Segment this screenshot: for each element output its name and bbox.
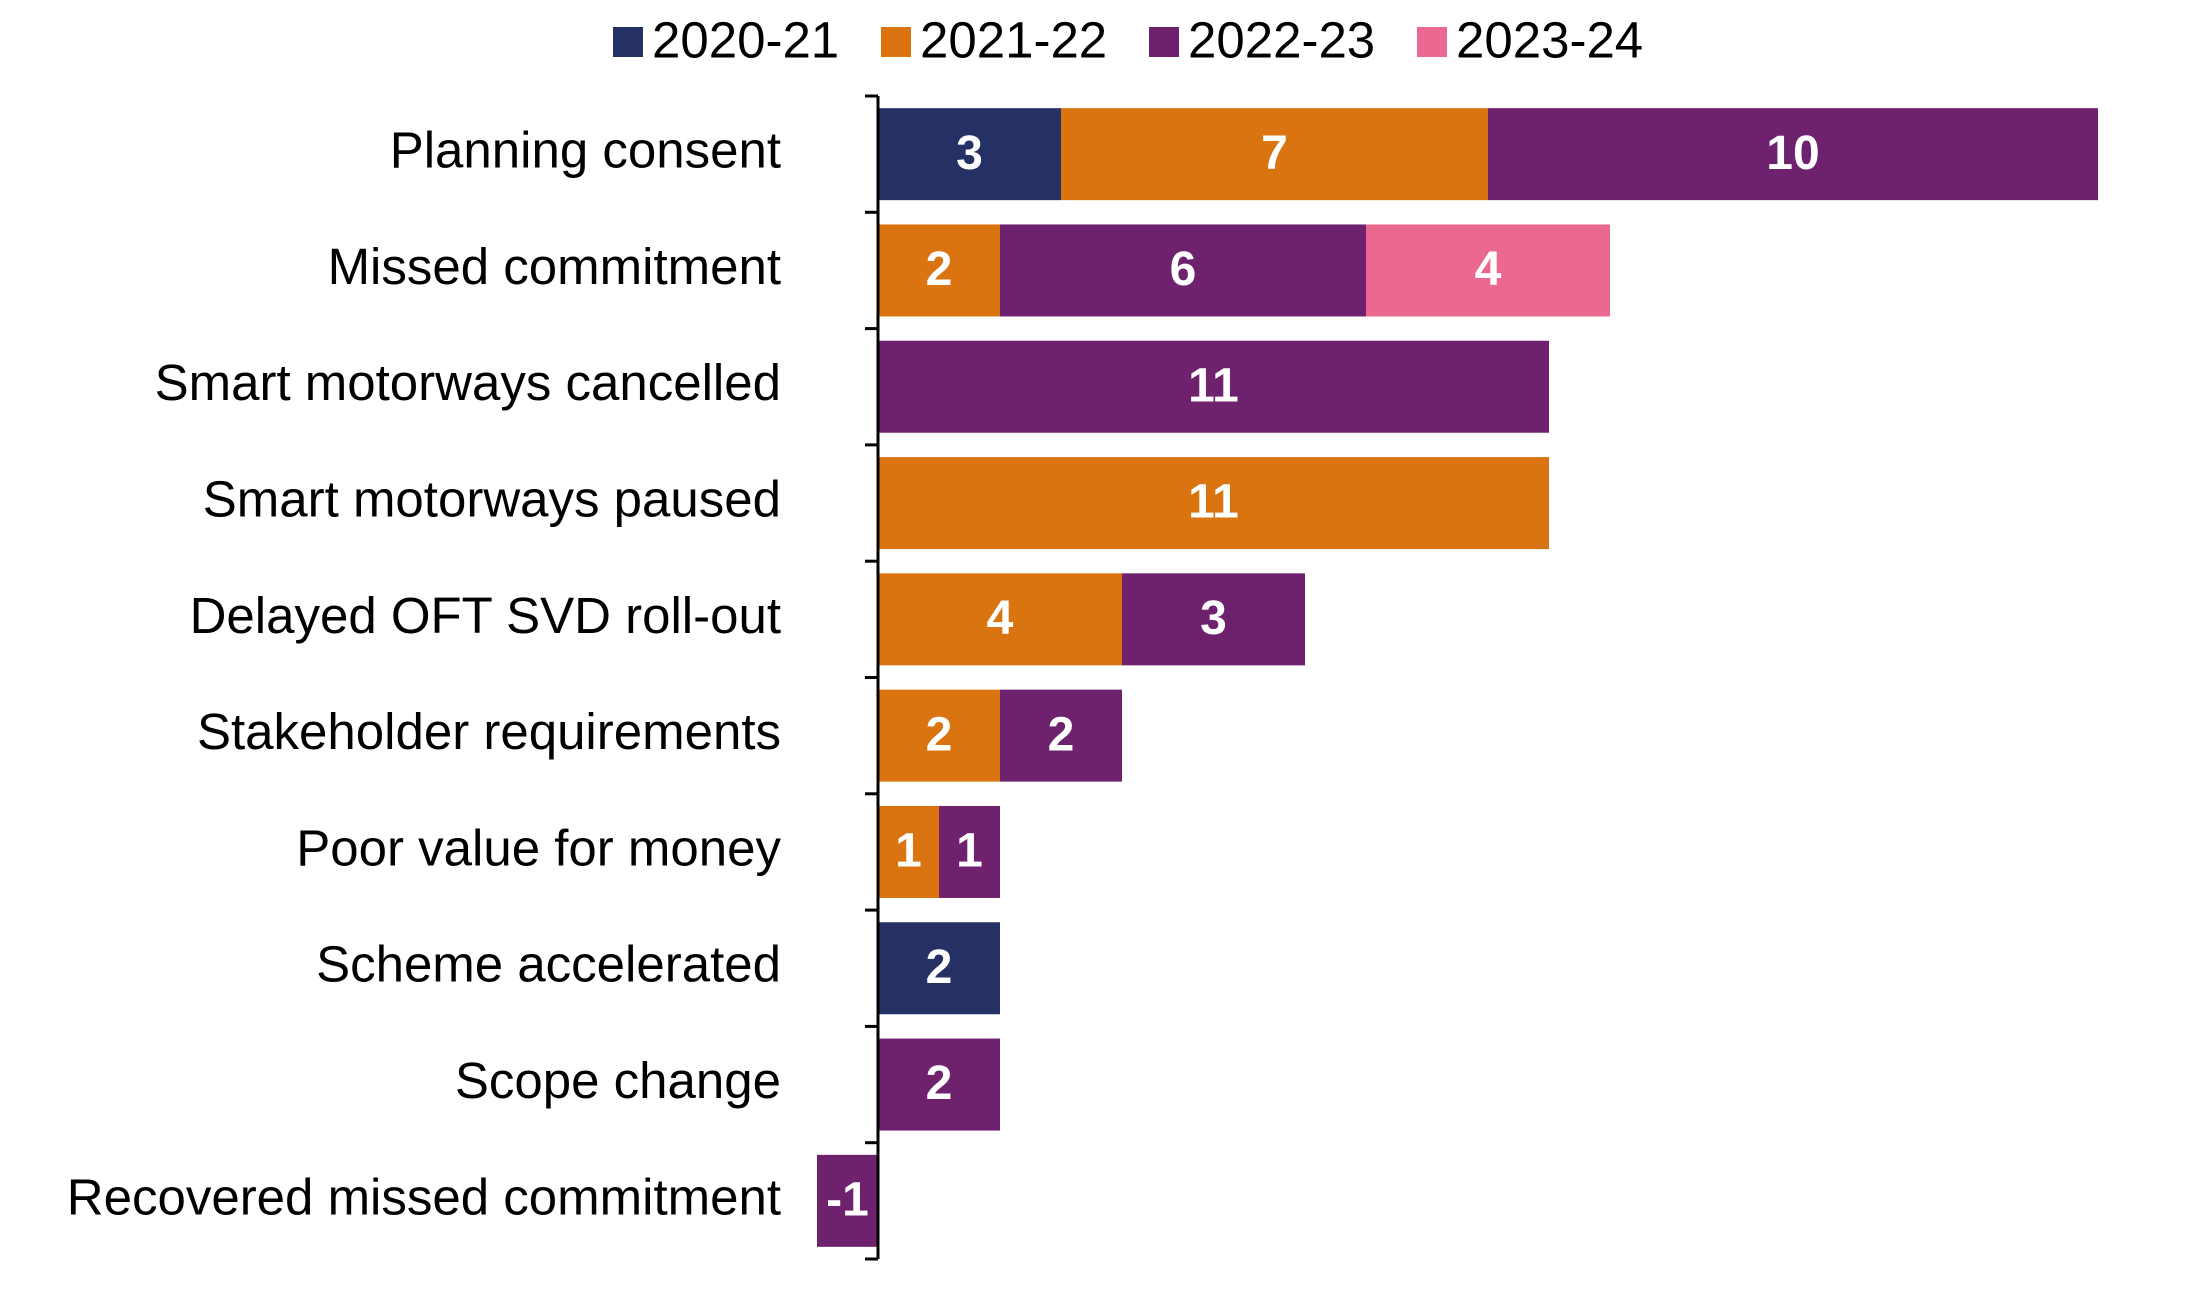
- legend-label: 2020-21: [652, 11, 839, 68]
- category-label: Scope change: [455, 1052, 781, 1109]
- data-label: 11: [1188, 359, 1239, 412]
- bar-segment: [1488, 108, 2098, 201]
- data-label: 2: [926, 1057, 953, 1110]
- data-label: 2: [926, 708, 953, 761]
- data-label: 2: [1048, 708, 1075, 761]
- data-label: 3: [956, 127, 983, 180]
- bar-segment: [878, 224, 1000, 317]
- legend-label: 2023-24: [1456, 11, 1643, 68]
- legend-swatch: [1417, 27, 1447, 57]
- data-label: 4: [987, 592, 1014, 645]
- category-label: Smart motorways cancelled: [155, 354, 781, 411]
- bar-segment: [878, 689, 1000, 782]
- bar-segment: [1000, 224, 1366, 317]
- bar-segment: [1366, 224, 1610, 317]
- legend-label: 2022-23: [1188, 11, 1375, 68]
- bar-segment: [1122, 573, 1305, 666]
- data-label: 6: [1170, 243, 1197, 296]
- bar-segment: [878, 573, 1122, 666]
- category-label: Scheme accelerated: [316, 936, 781, 993]
- legend-swatch: [613, 27, 643, 57]
- legend-swatch: [881, 27, 911, 57]
- category-label: Missed commitment: [328, 238, 781, 295]
- legend-label: 2021-22: [920, 11, 1107, 68]
- data-label: 4: [1475, 243, 1502, 296]
- data-label: 11: [1188, 476, 1239, 529]
- bar-segment: [878, 108, 1061, 201]
- category-label: Delayed OFT SVD roll-out: [190, 587, 781, 644]
- bar-segment: [878, 340, 1549, 433]
- category-label: Smart motorways paused: [203, 471, 781, 528]
- legend-swatch: [1149, 27, 1179, 57]
- bar-segment: [939, 805, 1000, 898]
- bar-segment: [878, 457, 1549, 550]
- data-label: 3: [1200, 592, 1227, 645]
- data-label: 10: [1766, 127, 1819, 180]
- data-label: -1: [826, 1174, 869, 1227]
- bar-segment: [1000, 689, 1122, 782]
- data-label: 1: [956, 825, 983, 878]
- data-label: 1: [895, 825, 922, 878]
- bar-segment: [817, 1154, 878, 1247]
- bar-segment: [878, 805, 939, 898]
- bar-segment: [1061, 108, 1488, 201]
- category-label: Planning consent: [390, 122, 781, 179]
- category-label: Stakeholder requirements: [197, 703, 781, 760]
- data-label: 7: [1261, 127, 1288, 180]
- bar-segment: [878, 1038, 1000, 1131]
- category-label: Poor value for money: [296, 819, 781, 876]
- bar-segment: [878, 922, 1000, 1015]
- data-label: 2: [926, 941, 953, 994]
- category-label: Recovered missed commitment: [67, 1168, 781, 1225]
- data-label: 2: [926, 243, 953, 296]
